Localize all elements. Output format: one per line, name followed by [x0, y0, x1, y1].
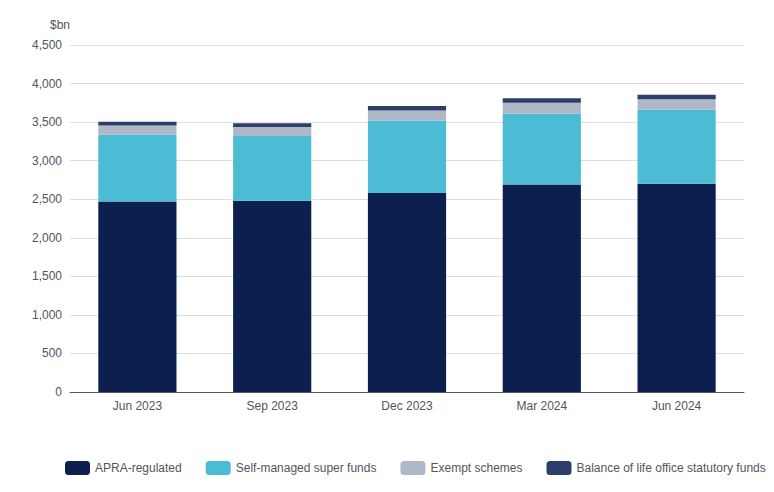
- svg-text:Exempt schemes: Exempt schemes: [430, 461, 522, 475]
- svg-text:Self-managed super funds: Self-managed super funds: [236, 461, 377, 475]
- svg-text:Dec 2023: Dec 2023: [381, 399, 433, 413]
- svg-text:Mar 2024: Mar 2024: [516, 399, 567, 413]
- svg-text:Jun 2023: Jun 2023: [113, 399, 163, 413]
- svg-text:500: 500: [42, 346, 62, 360]
- svg-text:Jun 2024: Jun 2024: [652, 399, 702, 413]
- svg-text:Sep 2023: Sep 2023: [247, 399, 299, 413]
- svg-text:3,500: 3,500: [32, 115, 62, 129]
- svg-text:1,500: 1,500: [32, 269, 62, 283]
- svg-text:Balance of life office statuto: Balance of life office statutory funds: [577, 461, 766, 475]
- svg-text:1,000: 1,000: [32, 308, 62, 322]
- svg-text:2,000: 2,000: [32, 231, 62, 245]
- svg-text:0: 0: [55, 385, 62, 399]
- svg-text:$bn: $bn: [50, 18, 70, 32]
- svg-text:3,000: 3,000: [32, 154, 62, 168]
- svg-text:APRA-regulated: APRA-regulated: [95, 461, 182, 475]
- svg-text:4,000: 4,000: [32, 77, 62, 91]
- svg-text:4,500: 4,500: [32, 38, 62, 52]
- svg-text:2,500: 2,500: [32, 192, 62, 206]
